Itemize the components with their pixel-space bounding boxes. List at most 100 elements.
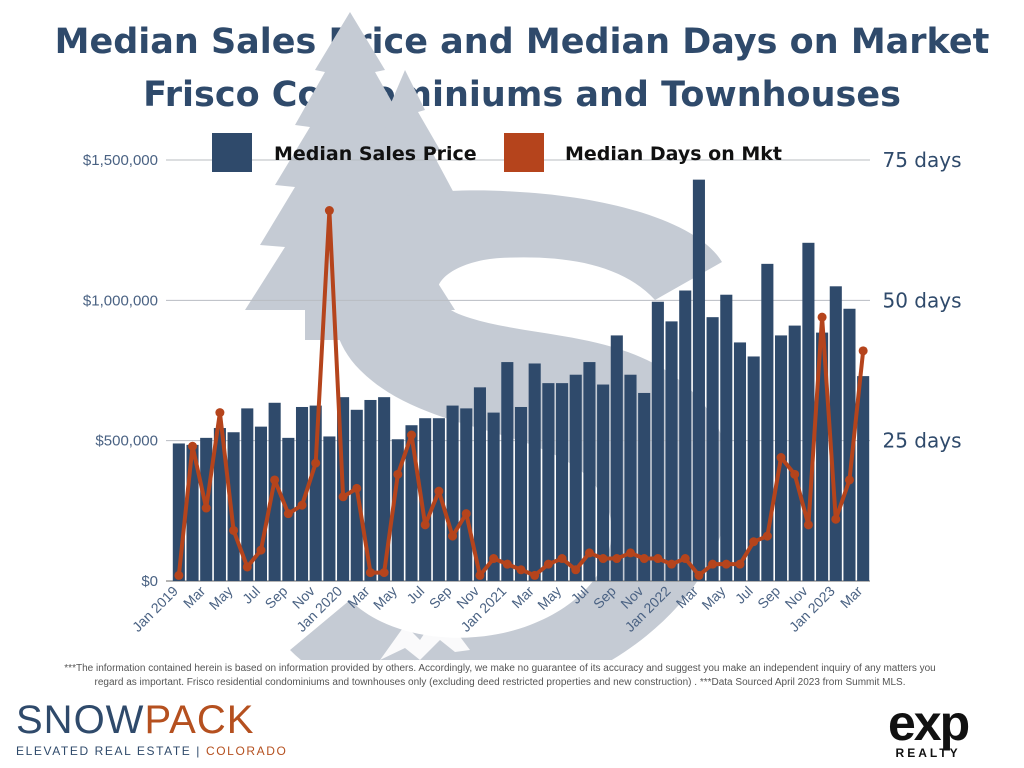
- days-point: [229, 525, 239, 535]
- days-point: [584, 548, 594, 558]
- days-point: [557, 554, 567, 564]
- days-point: [407, 430, 417, 440]
- x-tick-label: May: [206, 583, 236, 613]
- bar: [624, 374, 637, 581]
- days-point: [749, 537, 759, 547]
- bar: [213, 428, 226, 581]
- days-point: [174, 570, 184, 580]
- bar: [501, 362, 514, 581]
- left-tick-label: $1,000,000: [83, 292, 158, 309]
- days-point: [434, 486, 444, 496]
- days-point: [680, 554, 690, 564]
- legend-label-days: Median Days on Mkt: [565, 143, 782, 165]
- bar: [816, 332, 829, 581]
- bar: [638, 392, 651, 581]
- right-tick-label: 25 days: [882, 429, 961, 453]
- bar: [706, 317, 719, 581]
- bar: [556, 383, 569, 581]
- bar: [569, 374, 582, 581]
- days-point: [543, 559, 553, 569]
- bar: [733, 342, 747, 581]
- left-tick-label: $0: [141, 573, 158, 590]
- bar: [295, 406, 309, 581]
- days-point: [324, 206, 334, 216]
- exp-word: exp: [888, 695, 970, 751]
- bar: [514, 406, 528, 581]
- days-point: [283, 509, 293, 519]
- bar: [679, 290, 692, 581]
- legend-swatch-price: [212, 133, 252, 172]
- days-point: [311, 458, 321, 468]
- days-point: [530, 570, 540, 580]
- days-point: [188, 441, 198, 451]
- days-point: [776, 453, 786, 463]
- bar: [597, 384, 610, 581]
- days-point: [242, 562, 252, 572]
- bar: [610, 335, 623, 581]
- right-tick-label: 50 days: [882, 288, 961, 312]
- days-point: [831, 514, 841, 524]
- bar: [802, 242, 815, 581]
- bar: [665, 321, 678, 581]
- right-tick-label: 75 days: [882, 148, 961, 172]
- snowpack-tag-b: COLORADO: [205, 744, 288, 758]
- bar: [446, 405, 459, 581]
- days-point: [803, 520, 813, 530]
- bar: [528, 363, 541, 581]
- days-point: [489, 554, 499, 564]
- legend: Median Sales Price Median Days on Mkt: [212, 133, 782, 172]
- days-point: [461, 509, 471, 519]
- bar: [761, 263, 774, 581]
- days-point: [639, 554, 649, 564]
- bar: [651, 301, 664, 581]
- days-point: [612, 554, 622, 564]
- left-tick-label: $1,500,000: [83, 152, 158, 169]
- right-axis: 25 days 50 days 75 days: [882, 148, 961, 453]
- bar: [720, 294, 733, 581]
- bar: [583, 362, 596, 581]
- bar: [241, 408, 254, 581]
- x-tick-label: Sep: [754, 583, 783, 612]
- days-point: [735, 559, 745, 569]
- x-tick-label: May: [698, 583, 728, 613]
- bar: [364, 399, 377, 581]
- days-point: [256, 545, 266, 555]
- days-point: [338, 492, 348, 502]
- days-point: [379, 568, 389, 578]
- left-axis: $0 $500,000 $1,000,000 $1,500,000: [83, 152, 158, 590]
- exp-tag: REALTY: [895, 746, 961, 760]
- bar: [788, 325, 801, 581]
- x-tick-label: Jan 2019: [129, 583, 181, 635]
- days-point: [297, 500, 307, 510]
- x-tick-label: May: [370, 583, 400, 613]
- chart-title-line1: Median Sales Price and Median Days on Ma…: [54, 22, 990, 62]
- bar: [747, 356, 760, 581]
- days-point: [215, 408, 225, 418]
- days-point: [201, 503, 211, 513]
- x-tick-label: Mar: [837, 583, 866, 612]
- days-point: [790, 469, 800, 479]
- days-point: [365, 568, 375, 578]
- bar: [473, 387, 486, 581]
- legend-label-price: Median Sales Price: [274, 143, 477, 165]
- bar: [268, 402, 281, 581]
- days-point: [844, 475, 854, 485]
- snowpack-logo: SNOWPACK ELEVATED REAL ESTATE | COLORADO: [16, 700, 287, 758]
- days-point: [598, 554, 608, 564]
- snowpack-word-b: PACK: [144, 698, 255, 742]
- days-point: [270, 475, 280, 485]
- bar: [460, 408, 473, 581]
- days-point: [420, 520, 430, 530]
- snowpack-word-a: SNOW: [16, 698, 145, 742]
- bar: [542, 383, 555, 581]
- days-point: [708, 559, 718, 569]
- x-tick-label: Sep: [262, 583, 291, 612]
- days-point: [694, 570, 704, 580]
- chart-title-line2: Frisco Condominiums and Townhouses: [143, 75, 901, 115]
- bar: [487, 412, 500, 581]
- bar: [378, 397, 391, 581]
- x-tick-label: Sep: [426, 583, 455, 612]
- days-point: [352, 483, 362, 493]
- days-point: [448, 531, 458, 541]
